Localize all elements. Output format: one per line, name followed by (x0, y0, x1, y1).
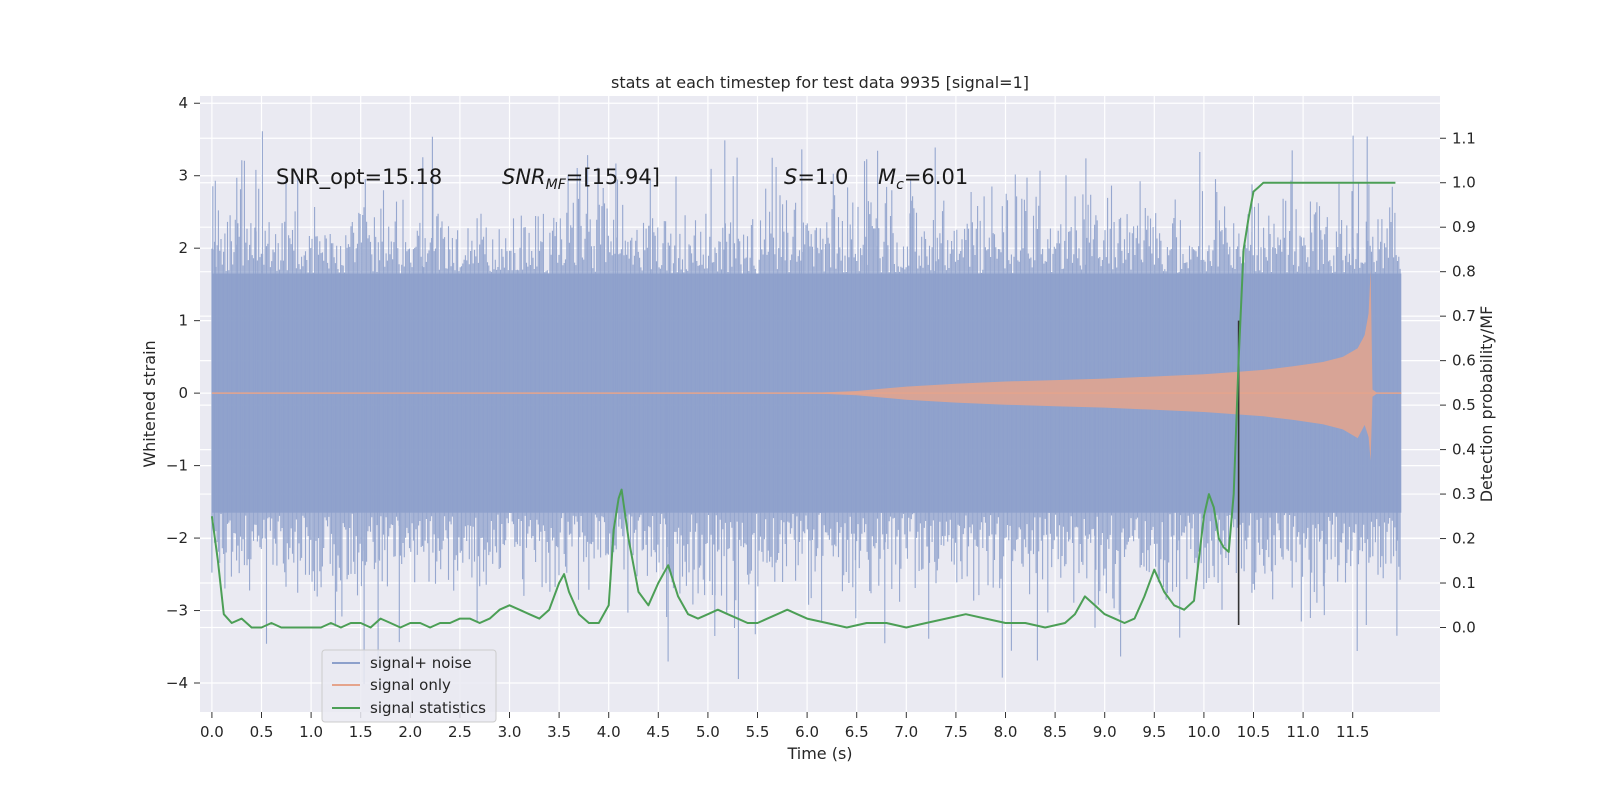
x-tick-label: 1.5 (349, 723, 373, 741)
annotation-s: S=1.0 (784, 165, 848, 189)
y-left-tick-label: −4 (166, 674, 188, 692)
x-tick-label: 0.0 (200, 723, 224, 741)
x-tick-label: 6.0 (795, 723, 819, 741)
x-axis-ticks: 0.0 0.5 1.0 1.5 2.0 2.5 3.0 3.5 4.0 4.5 5.0 5.5 6.0 6… (200, 712, 1369, 741)
y-right-tick-label: 1.1 (1452, 129, 1476, 147)
x-tick-label: 3.5 (547, 723, 571, 741)
x-tick-label: 3.0 (498, 723, 522, 741)
x-tick-label: 1.0 (299, 723, 323, 741)
x-axis-label: Time (s) (786, 744, 852, 763)
annotation-mc: Mc=6.01 (878, 165, 968, 193)
x-tick-label: 8.5 (1043, 723, 1067, 741)
x-tick-label: 0.5 (250, 723, 274, 741)
y-right-tick-label: 0.9 (1452, 218, 1476, 236)
annotation-mc-label: M (878, 165, 896, 189)
y-right-tick-label: 0.0 (1452, 618, 1476, 636)
x-tick-label: 5.5 (746, 723, 770, 741)
x-tick-label: 7.0 (894, 723, 918, 741)
annotation-snr-mf: SNRMF=[15.94] (502, 165, 660, 193)
annotation-snr-opt: SNR_opt=15.18 (276, 165, 442, 190)
y-right-tick-label: 0.2 (1452, 530, 1476, 548)
x-tick-label: 11.5 (1336, 723, 1369, 741)
y-right-tick-label: 1.0 (1452, 174, 1476, 192)
x-tick-label: 9.0 (1093, 723, 1117, 741)
annotation-mc-value: =6.01 (904, 165, 968, 189)
series-signal-statistics (210, 181, 1396, 629)
legend-label-signal-only: signal only (370, 676, 451, 694)
annotations: SNR_opt=15.18 SNRMF=[15.94] S=1.0 Mc=6.0… (276, 165, 968, 193)
y-left-tick-label: 4 (178, 94, 188, 112)
x-tick-label: 4.5 (646, 723, 670, 741)
annotation-s-value: =1.0 (797, 165, 848, 189)
y-right-tick-label: 0.8 (1452, 263, 1476, 281)
x-tick-label: 11.0 (1286, 723, 1319, 741)
legend-box (321, 649, 497, 723)
legend-label-signal-statistics: signal statistics (370, 699, 486, 717)
x-tick-label: 10.5 (1237, 723, 1270, 741)
x-tick-label: 7.5 (944, 723, 968, 741)
statistics-line (210, 181, 1396, 629)
legend: signal+ noise signal only signal statist… (321, 649, 497, 723)
y-right-axis-ticks: 1.1 1.0 0.9 0.8 0.7 0.6 0.5 0.4 0.3 0.2 0.1 0.0 (1440, 129, 1476, 636)
x-tick-label: 6.5 (845, 723, 869, 741)
x-tick-label: 8.0 (994, 723, 1018, 741)
x-tick-label: 10.0 (1187, 723, 1220, 741)
x-tick-label: 2.5 (448, 723, 472, 741)
series-signal-only (211, 269, 1402, 461)
annotation-snr-mf-sub: MF (546, 177, 567, 193)
annotation-s-label: S (784, 165, 797, 189)
y-right-tick-label: 0.5 (1452, 396, 1476, 414)
y-right-tick-label: 0.1 (1452, 574, 1476, 592)
annotation-mc-sub: c (896, 177, 904, 193)
annotation-snr-mf-base: SNR (502, 165, 546, 189)
x-tick-label: 2.0 (398, 723, 422, 741)
y-left-axis-label: Whitened strain (140, 340, 159, 467)
x-tick-label: 4.0 (597, 723, 621, 741)
x-tick-label: 9.5 (1142, 723, 1166, 741)
y-right-tick-label: 0.6 (1452, 352, 1476, 370)
chart-title: stats at each timestep for test data 993… (611, 73, 1029, 92)
y-right-axis-label: Detection probability/MF (1477, 306, 1496, 503)
y-left-tick-label: −2 (166, 529, 188, 547)
x-tick-label: 5.0 (696, 723, 720, 741)
y-right-tick-label: 0.4 (1452, 441, 1476, 459)
y-right-tick-label: 0.7 (1452, 307, 1476, 325)
y-left-axis-ticks: 4 3 2 1 0 −1 −2 −3 −4 (166, 94, 200, 692)
annotation-snr-mf-value: =[15.94] (566, 165, 660, 189)
y-left-tick-label: 2 (178, 239, 188, 257)
legend-label-signal-noise: signal+ noise (370, 654, 472, 672)
y-left-tick-label: −1 (166, 457, 188, 475)
y-left-tick-label: 0 (178, 384, 188, 402)
y-left-tick-label: 3 (178, 167, 188, 185)
y-right-tick-label: 0.3 (1452, 485, 1476, 503)
y-left-tick-label: 1 (178, 312, 188, 330)
y-left-tick-label: −3 (166, 602, 188, 620)
